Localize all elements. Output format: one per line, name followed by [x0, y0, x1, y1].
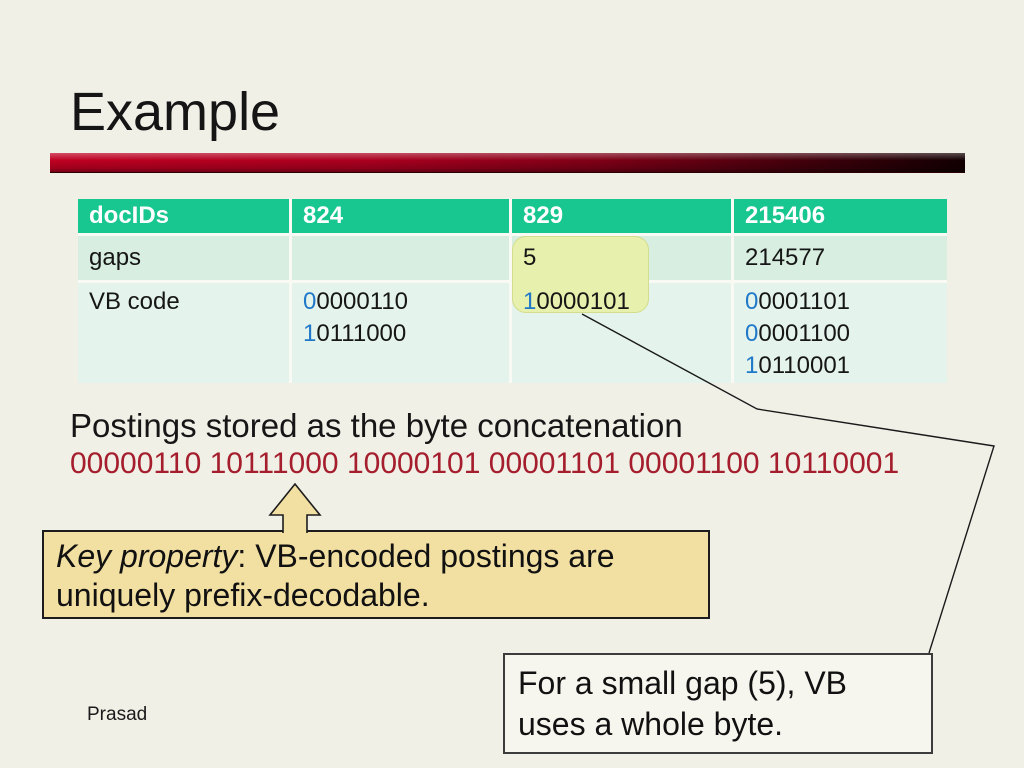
slide-title: Example — [70, 82, 281, 142]
vb-cell-829: 10000101 — [512, 283, 731, 383]
small-gap-note: For a small gap (5), VB uses a whole byt… — [503, 653, 933, 754]
postings-caption: Postings stored as the byte concatenatio… — [70, 407, 683, 444]
gaps-row-label: gaps — [78, 236, 289, 280]
key-property-callout: Key property: VB-encoded postings are un… — [42, 530, 710, 619]
up-arrow-icon — [270, 484, 320, 533]
byte-concatenation-string: 00000110 10111000 10000101 00001101 0000… — [70, 447, 900, 480]
gaps-cell-215406: 214577 — [734, 236, 947, 280]
table-header-824: 824 — [292, 199, 509, 233]
footer-author: Prasad — [87, 704, 148, 725]
table-header-215406: 215406 — [734, 199, 947, 233]
vb-byte: 00000110 — [303, 288, 409, 315]
small-gap-highlight — [512, 236, 649, 313]
gaps-cell-824 — [292, 236, 509, 280]
key-property-line2: uniquely prefix-decodable. — [56, 577, 430, 613]
vb-cell-215406: 00001101 00001100 10110001 — [734, 283, 947, 383]
up-arrow-outline — [268, 482, 322, 533]
vb-byte: 00001101 — [745, 288, 851, 315]
vb-byte: 10111000 — [303, 320, 407, 347]
title-underline-bar — [50, 153, 965, 173]
vb-byte: 10000101 — [523, 288, 630, 315]
vb-row-label: VB code — [78, 283, 289, 383]
small-gap-note-line1: For a small gap (5), VB — [518, 665, 847, 701]
vb-byte: 10110001 — [745, 352, 851, 379]
small-gap-note-line2: uses a whole byte. — [518, 706, 784, 742]
table-header-829: 829 — [512, 199, 731, 233]
key-property-line1: Key property: VB-encoded postings are — [56, 538, 615, 574]
vb-cell-824: 00000110 10111000 — [292, 283, 509, 383]
key-property-italic: Key property — [56, 538, 238, 574]
vb-code-table: docIDs 824 829 215406 gaps 5 214577 VB c… — [78, 199, 947, 383]
vb-byte: 00001100 — [745, 320, 851, 347]
table-header-docids: docIDs — [78, 199, 289, 233]
